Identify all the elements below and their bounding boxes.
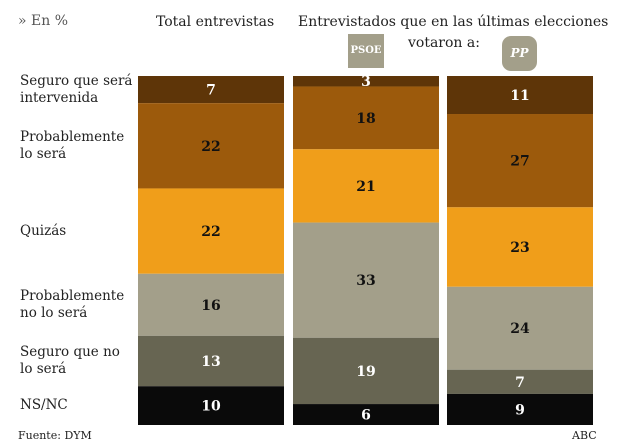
data-label: 22 [201, 139, 220, 155]
data-label: 13 [201, 354, 220, 370]
category-label: Quizás [20, 222, 67, 239]
data-label: 7 [515, 375, 525, 391]
psoe-logo: PSOE [348, 34, 384, 68]
data-label: 16 [201, 298, 220, 314]
bar-segment [293, 404, 439, 425]
category-label: Probablemente no lo será [20, 287, 125, 321]
data-label: 33 [356, 273, 375, 289]
data-label: 27 [510, 154, 529, 170]
data-label: 23 [510, 240, 529, 256]
bar-segment [447, 369, 593, 394]
bar-segment [293, 149, 439, 223]
bar-segment [138, 386, 284, 425]
data-label: 10 [201, 399, 221, 415]
data-label: 21 [356, 179, 375, 195]
bar-segment [447, 114, 593, 208]
data-label: 18 [356, 111, 375, 127]
bar-segment [293, 86, 439, 150]
data-label: 9 [515, 402, 525, 418]
source-note: Fuente: DYM [18, 429, 92, 442]
bar-segment [138, 335, 284, 387]
bar-segment [447, 207, 593, 287]
bar-segment [138, 103, 284, 189]
pp-logo: PP [502, 36, 537, 71]
bar-segment [447, 286, 593, 370]
data-label: 19 [356, 364, 375, 380]
bar-segment [138, 188, 284, 274]
data-label: 24 [510, 321, 530, 337]
data-label: 22 [201, 224, 220, 240]
column-title-voters: Entrevistados que en las últimas eleccio… [298, 14, 609, 30]
bar-segment [447, 393, 593, 425]
data-label: 6 [361, 408, 371, 424]
pp-logo-text: PP [510, 46, 529, 60]
bar-segment [293, 76, 439, 87]
column-title-total: Total entrevistas [156, 14, 275, 30]
column-subtitle-voters: votaron a: [408, 35, 480, 51]
bar-segment [293, 337, 439, 405]
data-label: 7 [206, 83, 216, 99]
unit-label: » En % [18, 13, 69, 29]
psoe-logo-text: PSOE [350, 45, 382, 56]
category-label: Probablemente lo será [20, 128, 125, 162]
data-label: 3 [361, 74, 371, 90]
credit-note: ABC [572, 429, 597, 442]
data-label: 11 [510, 88, 529, 104]
category-label: Seguro que no lo será [20, 344, 120, 378]
bar-segment [447, 76, 593, 115]
bar-segment [138, 273, 284, 336]
category-label: NS/NC [20, 397, 68, 414]
bar-segment [293, 222, 439, 338]
category-label: Seguro que será intervenida [20, 72, 133, 106]
bar-segment [138, 76, 284, 104]
